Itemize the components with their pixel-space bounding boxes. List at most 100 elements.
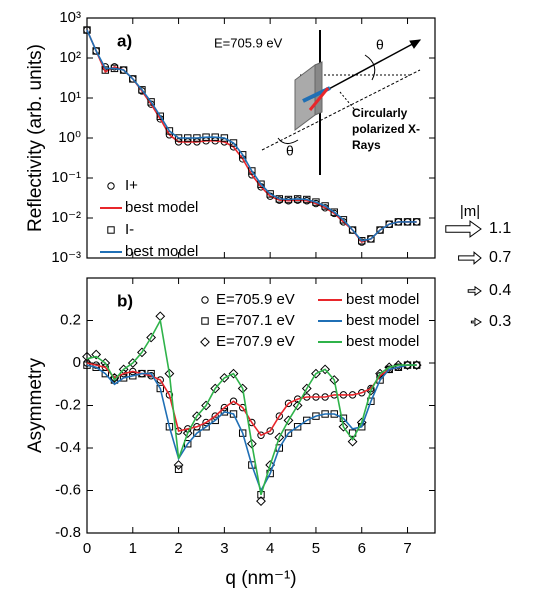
y-tick-label: 10⁻¹ bbox=[51, 169, 81, 186]
data-point bbox=[229, 139, 238, 147]
legend-label: best model bbox=[125, 243, 198, 260]
x-tick-label: 6 bbox=[358, 540, 366, 557]
y-tick-label: 0 bbox=[73, 354, 81, 371]
data-point bbox=[138, 86, 146, 94]
data-point bbox=[248, 167, 256, 175]
moment-value: 0.7 bbox=[489, 249, 511, 266]
data-point bbox=[257, 180, 265, 188]
data-point bbox=[238, 429, 247, 437]
moment-arrow bbox=[470, 317, 482, 327]
data-point bbox=[92, 47, 100, 55]
x-axis-label: q (nm⁻¹) bbox=[225, 568, 296, 589]
moment-arrow bbox=[445, 220, 482, 238]
angle-arc bbox=[277, 137, 299, 144]
arrow-head bbox=[409, 39, 422, 49]
data-point bbox=[321, 202, 329, 210]
data-point bbox=[156, 112, 164, 120]
inset-diagram bbox=[261, 30, 422, 175]
legend-label: best model bbox=[346, 333, 419, 350]
moment-arrow bbox=[308, 87, 330, 111]
data-point bbox=[256, 496, 266, 507]
y-tick-label: -0.6 bbox=[55, 481, 81, 498]
sample-edge bbox=[314, 61, 323, 116]
y-tick-label: 10⁻³ bbox=[51, 249, 81, 266]
data-point bbox=[147, 98, 155, 106]
x-tick-label: 7 bbox=[403, 540, 411, 557]
data-point bbox=[127, 358, 138, 368]
legend-marker bbox=[107, 182, 115, 190]
data-point bbox=[376, 226, 384, 234]
legend-marker bbox=[200, 337, 210, 347]
data-point bbox=[284, 399, 293, 408]
model-line bbox=[86, 29, 417, 242]
y-tick-label: 0.2 bbox=[60, 311, 81, 328]
x-tick-label: 0 bbox=[83, 540, 91, 557]
data-point bbox=[193, 429, 201, 437]
y-tick-label: 10² bbox=[59, 49, 81, 66]
data-point bbox=[292, 400, 303, 411]
legend-label: I+ bbox=[125, 177, 138, 194]
data-point bbox=[220, 403, 229, 412]
data-point bbox=[338, 421, 349, 432]
legend-marker bbox=[201, 296, 209, 304]
y-axis-label: Reflectivity (arb. units) bbox=[25, 44, 46, 232]
data-point bbox=[182, 428, 193, 439]
y-tick-label: 10⁰ bbox=[58, 129, 81, 146]
y-axis-label: Asymmetry bbox=[25, 358, 46, 454]
moment-value: 0.4 bbox=[489, 282, 511, 299]
data-point bbox=[293, 423, 302, 431]
data-point bbox=[411, 360, 422, 371]
legend-label: E=707.9 eV bbox=[216, 333, 295, 350]
data-point bbox=[191, 411, 202, 422]
data-point bbox=[312, 198, 320, 206]
panel-label: a) bbox=[117, 31, 132, 50]
legend-marker bbox=[201, 317, 209, 325]
data-point bbox=[82, 351, 92, 362]
data-point bbox=[202, 423, 210, 431]
data-point bbox=[284, 429, 293, 437]
data-point bbox=[347, 436, 358, 447]
data-point bbox=[320, 364, 331, 375]
data-point bbox=[165, 127, 174, 135]
data-point bbox=[146, 332, 157, 343]
data-point bbox=[303, 416, 311, 425]
moment-value: 1.1 bbox=[489, 220, 511, 237]
angle-arc bbox=[364, 54, 376, 81]
data-point bbox=[274, 432, 285, 443]
data-point bbox=[283, 415, 294, 426]
y-tick-label: -0.2 bbox=[55, 396, 81, 413]
legend-label: E=705.9 eV bbox=[216, 291, 295, 308]
legend-label: best model bbox=[346, 312, 419, 329]
moment-value: 0.3 bbox=[489, 313, 511, 330]
model-line bbox=[86, 318, 417, 496]
legend-label: E=707.1 eV bbox=[216, 312, 295, 329]
data-point bbox=[393, 360, 404, 371]
legend-label: best model bbox=[346, 291, 419, 308]
data-point bbox=[137, 347, 147, 358]
data-point bbox=[339, 414, 348, 422]
data-point bbox=[83, 26, 91, 34]
moment-arrow bbox=[467, 285, 482, 297]
data-point bbox=[173, 460, 184, 470]
y-tick-label: 10³ bbox=[59, 9, 81, 26]
legend-label: best model bbox=[125, 199, 198, 216]
data-point bbox=[402, 360, 413, 371]
data-point bbox=[174, 465, 183, 473]
model-line bbox=[86, 364, 417, 493]
legend-marker bbox=[107, 226, 115, 234]
data-point bbox=[156, 376, 164, 384]
y-tick-label: 10¹ bbox=[59, 89, 81, 106]
data-point bbox=[229, 397, 238, 405]
annotation: θ bbox=[286, 143, 294, 159]
plot-frame bbox=[86, 17, 436, 259]
data-point bbox=[202, 418, 210, 427]
data-point bbox=[266, 190, 274, 198]
data-point bbox=[238, 151, 247, 159]
annotation: Rays bbox=[352, 138, 381, 152]
data-point bbox=[228, 368, 239, 379]
data-point bbox=[201, 400, 211, 411]
data-point bbox=[257, 431, 265, 439]
data-point bbox=[330, 208, 338, 216]
x-tick-label: 2 bbox=[174, 540, 182, 557]
